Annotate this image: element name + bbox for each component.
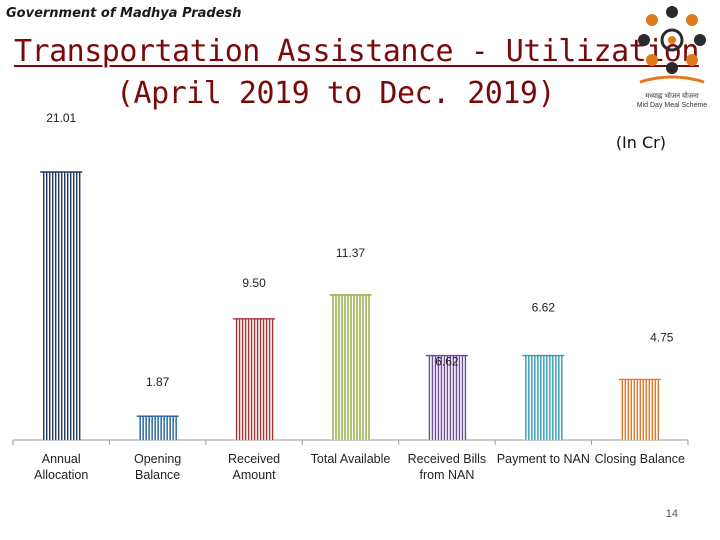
logo-ring-icon [638, 6, 706, 74]
category-label: Allocation [34, 468, 88, 482]
bar [425, 354, 468, 440]
bar [136, 415, 179, 440]
page-subtitle: (April 2019 to Dec. 2019) [116, 76, 556, 111]
bar [329, 294, 372, 440]
category-label: Total Available [311, 452, 391, 466]
data-label: 11.37 [336, 246, 365, 260]
bar [618, 378, 661, 440]
data-label: 6.62 [532, 301, 556, 315]
category-label: Amount [233, 468, 277, 482]
bar [522, 354, 565, 440]
category-label: Annual [42, 452, 81, 466]
category-label: Balance [135, 468, 180, 482]
data-label: 9.50 [242, 276, 266, 290]
category-label: Received [228, 452, 280, 466]
logo-caption: मध्याह्न भोजन योजना Mid Day Meal Scheme [632, 92, 712, 110]
logo-text: Mid Day Meal Scheme [636, 102, 708, 109]
page-title: Transportation Assistance - Utilization [14, 34, 699, 69]
data-label: 21.01 [46, 111, 76, 125]
mid-day-meal-logo [638, 6, 706, 84]
page-number: 14 [665, 508, 678, 520]
category-label: from NAN [419, 468, 474, 482]
data-label: 4.75 [650, 330, 674, 344]
category-label: Received Bills [408, 452, 487, 466]
data-label: 6.62 [435, 355, 459, 369]
category-label: Opening [134, 452, 181, 466]
bar [233, 318, 276, 440]
bar [40, 171, 83, 440]
unit-label: (In Cr) [615, 133, 666, 152]
data-label: 1.87 [146, 375, 170, 389]
org-header: Government of Madhya Pradesh [6, 6, 242, 21]
logo-text-hindi: मध्याह्न भोजन योजना [645, 93, 699, 100]
category-label: Payment to NAN [497, 452, 590, 466]
category-label: Closing Balance [595, 452, 685, 466]
